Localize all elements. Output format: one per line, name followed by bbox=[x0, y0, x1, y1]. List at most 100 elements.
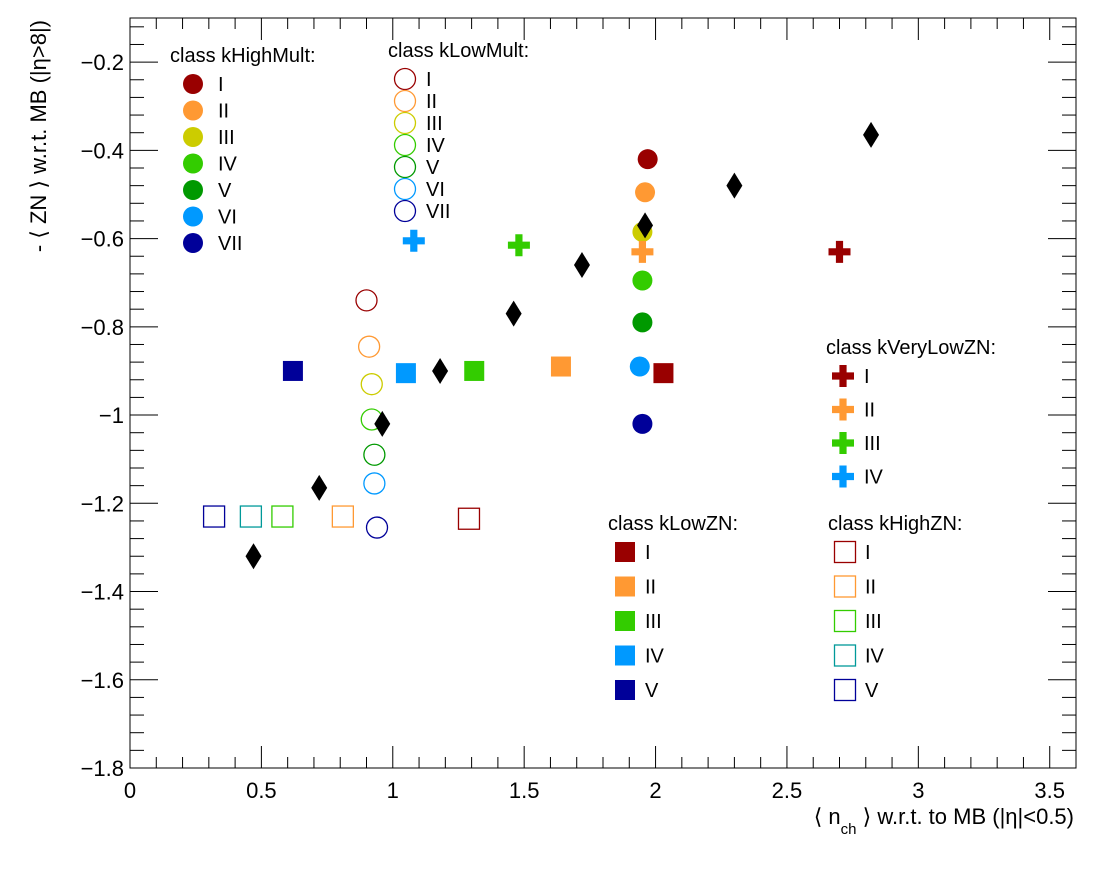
legend-marker bbox=[183, 100, 203, 121]
diamond-point bbox=[374, 410, 391, 437]
diamond-point bbox=[245, 543, 262, 570]
khighmult-point-v bbox=[632, 312, 653, 333]
klowmult-point-iii bbox=[360, 373, 383, 396]
x-axis-title-pre: ⟨ n bbox=[814, 804, 841, 829]
legend-label: II bbox=[645, 577, 656, 599]
x-tick-label: 2 bbox=[649, 778, 661, 803]
legend-marker bbox=[393, 155, 417, 179]
legend-marker bbox=[615, 542, 635, 562]
legend-marker bbox=[183, 127, 203, 147]
legend-marker bbox=[615, 645, 635, 666]
legend-label: III bbox=[426, 113, 443, 135]
plot-frame bbox=[129, 17, 1077, 769]
legend-marker bbox=[833, 678, 857, 702]
legend-marker bbox=[393, 67, 417, 91]
diamond-point bbox=[726, 172, 743, 199]
klowzn-point-ii bbox=[550, 356, 571, 377]
khighmult-point-iv bbox=[632, 270, 653, 291]
diamond-point bbox=[863, 121, 880, 148]
legend-marker bbox=[615, 576, 635, 597]
legend-marker bbox=[393, 133, 417, 157]
diamond-point bbox=[432, 357, 449, 384]
x-tick-label: 1.5 bbox=[509, 778, 540, 803]
legend-label: I bbox=[426, 69, 432, 91]
x-tick-label: 3 bbox=[912, 778, 924, 803]
klowmult-point-i bbox=[355, 289, 378, 312]
klowzn-point-iv bbox=[395, 363, 416, 384]
legend-title: class kHighMult: bbox=[170, 45, 316, 67]
y-tick-label: −1.8 bbox=[81, 756, 124, 781]
legend-label: VII bbox=[218, 233, 242, 255]
legend-label: II bbox=[865, 577, 876, 599]
data-markers bbox=[202, 121, 880, 570]
legend-label: IV bbox=[426, 135, 446, 157]
y-tick-label: −1.4 bbox=[81, 580, 124, 605]
diamond-point bbox=[505, 300, 522, 327]
legend-marker bbox=[183, 153, 203, 174]
legend-label: III bbox=[865, 611, 882, 633]
legend-label: IV bbox=[864, 467, 884, 489]
khighzn-point-iii bbox=[271, 505, 294, 528]
legend-label: III bbox=[645, 611, 662, 633]
legend-label: I bbox=[218, 74, 224, 96]
axis-tick-labels: 0 0.5 1 1.5 2 2.5 3 3.5 −1.8 −1.6 −1.4 −1.2 −1 −0.8 −0… bbox=[81, 50, 1065, 803]
khighzn-point-ii bbox=[331, 505, 355, 528]
legend-label: III bbox=[218, 127, 235, 149]
khighmult-point-i bbox=[637, 149, 658, 170]
diamond-point bbox=[573, 252, 590, 279]
klowmult-point-ii bbox=[357, 335, 381, 358]
legend-marker bbox=[833, 540, 857, 564]
legend-marker bbox=[183, 206, 203, 227]
legend-label: VI bbox=[426, 179, 445, 201]
x-tick-label: 1 bbox=[387, 778, 399, 803]
legend-marker bbox=[833, 609, 857, 633]
y-tick-label: −0.6 bbox=[81, 227, 124, 252]
klowmult-point-vi bbox=[363, 472, 386, 495]
legend-marker bbox=[183, 74, 203, 94]
legend-label: IV bbox=[865, 646, 885, 668]
legend-marker bbox=[833, 575, 857, 598]
legend-label: IV bbox=[218, 154, 238, 176]
diamond-point bbox=[637, 212, 654, 239]
legend-label: I bbox=[865, 542, 871, 564]
legend-marker bbox=[833, 644, 857, 667]
x-tick-label: 3.5 bbox=[1034, 778, 1065, 803]
legend-title: class kVeryLowZN: bbox=[826, 337, 996, 359]
khighzn-point-iv bbox=[239, 505, 263, 528]
diamond-point bbox=[311, 474, 328, 501]
y-tick-label: −1.6 bbox=[81, 668, 124, 693]
legend-label: V bbox=[865, 680, 879, 702]
legend-marker bbox=[393, 89, 417, 113]
khighmult-point-ii bbox=[635, 182, 656, 203]
axis-ticks bbox=[129, 18, 1077, 769]
legend-label: I bbox=[864, 366, 870, 388]
kverylowzn-point-i bbox=[828, 240, 851, 263]
legend-label: III bbox=[864, 433, 881, 455]
legend-title: class kLowMult: bbox=[388, 40, 529, 62]
x-axis-title-sub: ch bbox=[841, 821, 857, 838]
legend-label: VI bbox=[218, 207, 237, 229]
x-tick-label: 0.5 bbox=[246, 778, 277, 803]
legend-marker bbox=[615, 680, 635, 700]
legend-marker bbox=[393, 111, 417, 135]
khighmult-point-vii bbox=[632, 413, 653, 434]
x-axis-title: ⟨ nch ⟩ w.r.t. to MB (|η|<0.5) bbox=[814, 804, 1074, 838]
x-tick-label: 2.5 bbox=[772, 778, 803, 803]
legend-marker bbox=[615, 611, 635, 631]
legend-title: class kLowZN: bbox=[608, 513, 738, 535]
x-axis-title-post: ⟩ w.r.t. to MB (|η|<0.5) bbox=[857, 804, 1074, 829]
khighzn-point-v bbox=[202, 505, 226, 528]
legend-label: V bbox=[645, 680, 659, 702]
legend-label: II bbox=[864, 400, 875, 422]
khighzn-point-i bbox=[457, 507, 481, 530]
legend-marker bbox=[832, 365, 854, 387]
y-tick-label: −0.2 bbox=[81, 50, 124, 75]
kverylowzn-point-iii bbox=[507, 234, 530, 257]
legend-label: VII bbox=[426, 201, 450, 223]
kverylowzn-point-ii bbox=[631, 240, 654, 263]
